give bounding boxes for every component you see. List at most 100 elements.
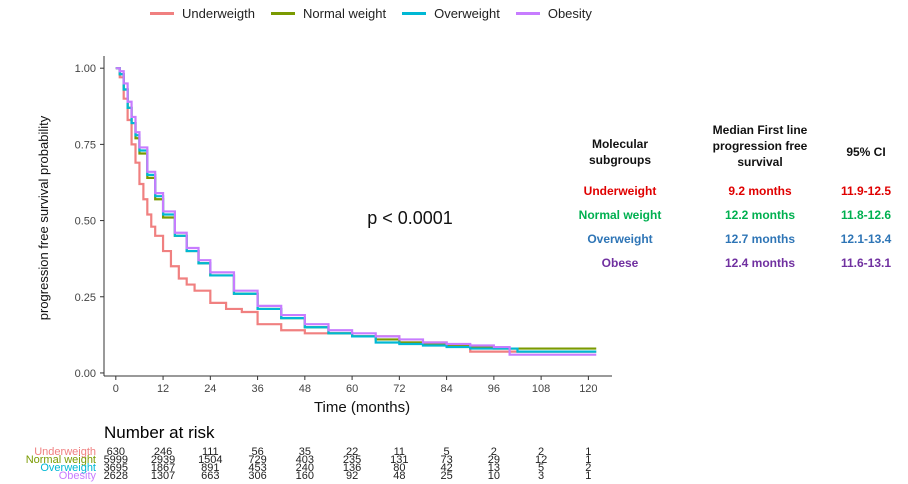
risk-cell: 3: [538, 470, 545, 482]
curve-normal-weight: [115, 67, 597, 350]
stats-cell-group: Overweight: [587, 232, 653, 246]
risk-cell: 891: [201, 462, 220, 474]
risk-cell: 2628: [103, 470, 129, 482]
risk-cell: 1307: [150, 470, 176, 482]
risk-cell: 663: [201, 470, 220, 482]
survival-curves: [115, 67, 597, 356]
risk-cell: 246: [153, 446, 173, 458]
x-tick-label: 108: [532, 383, 550, 395]
risk-cell: 235: [342, 454, 362, 466]
y-tick-label: 1.00: [75, 63, 96, 75]
risk-cell: 160: [295, 470, 314, 482]
legend-label: Overweight: [434, 6, 500, 21]
p-value-annotation: p < 0.0001: [367, 208, 453, 228]
risk-cell: 35: [298, 446, 311, 458]
risk-cell: 306: [248, 470, 267, 482]
risk-cell: 1504: [198, 454, 223, 466]
risk-cell: 48: [393, 470, 406, 482]
stats-cell-group: Underweight: [583, 184, 657, 198]
risk-row-label: Overweight: [40, 462, 96, 474]
y-tick-label: 0.00: [75, 368, 96, 380]
risk-cell: 5: [443, 446, 450, 458]
risk-cell: 12: [534, 454, 548, 466]
legend-swatch: [402, 12, 427, 15]
risk-cell: 56: [251, 446, 264, 458]
curve-underweigth: [115, 67, 597, 353]
risk-cell: 25: [440, 470, 453, 482]
chart-legend: Underweigth Normal weight Overweight Obesit…: [150, 6, 608, 21]
risk-cell: 10: [487, 470, 500, 482]
x-tick-label: 12: [157, 383, 169, 395]
stats-cell-median: 12.4 months: [724, 256, 796, 270]
y-axis-label: progression free survival probability: [36, 115, 51, 320]
x-tick-label: 24: [204, 383, 216, 395]
risk-cell: 2: [538, 446, 545, 458]
y-tick-label: 0.50: [75, 216, 96, 228]
risk-cell: 1: [585, 446, 592, 458]
risk-cell: 2: [490, 446, 497, 458]
risk-cell: 1: [585, 454, 592, 466]
risk-cell: 29: [487, 454, 500, 466]
stats-cell-median: 12.2 months: [724, 208, 796, 222]
risk-row-label: Obesity: [58, 470, 96, 482]
x-tick-label: 0: [113, 383, 119, 395]
stats-cell-ci: 12.1-13.4: [840, 232, 892, 246]
stats-cell-ci: 11.6-13.1: [840, 256, 892, 270]
risk-cell: 5999: [103, 454, 129, 466]
risk-cell: 22: [345, 446, 359, 458]
risk-row-label: Normal weight: [25, 454, 96, 466]
x-tick-label: 84: [440, 383, 452, 395]
legend-item: Obesity: [515, 6, 592, 21]
risk-cell: 92: [345, 470, 359, 482]
risk-cell: 403: [295, 454, 314, 466]
risk-cell: 42: [440, 462, 453, 474]
x-tick-label: 36: [251, 383, 263, 395]
stats-cell-group: Normal weight: [578, 208, 662, 222]
risk-cell: 5: [538, 462, 545, 474]
risk-cell: 729: [248, 454, 267, 466]
x-tick-group: 0 12 24 36 48 60 72 84 96 108 120: [113, 376, 598, 395]
legend-item: Normal weight: [271, 6, 386, 21]
stats-header-median: Median First line progression free survi…: [712, 123, 808, 169]
x-tick-label: 48: [299, 383, 311, 395]
risk-cell: 11: [393, 446, 406, 458]
stats-cell-median: 12.7 months: [724, 232, 796, 246]
risk-cell: 73: [440, 454, 453, 466]
risk-cell: 111: [201, 446, 219, 458]
legend-label: Normal weight: [303, 6, 387, 21]
legend-swatch: [271, 12, 295, 15]
risk-cell: 13: [487, 462, 500, 474]
risk-cell: 1867: [150, 462, 176, 474]
y-tick-group: 0.00 0.25 0.50 0.75 1.00: [75, 63, 104, 380]
risk-cell: 2: [585, 462, 592, 474]
stats-cell-ci: 11.9-12.5: [840, 184, 892, 198]
legend-label: Obesity: [547, 6, 592, 21]
risk-cell: 136: [342, 462, 362, 474]
curve-overweight: [115, 67, 597, 353]
curve-obesity: [115, 67, 597, 356]
legend-item: Overweight: [402, 6, 500, 21]
x-tick-label: 120: [579, 383, 597, 395]
y-tick-label: 0.75: [75, 139, 96, 151]
stats-header-ci: 95% CI: [846, 145, 886, 159]
stats-cell-median: 9.2 months: [728, 184, 792, 198]
risk-cell: 3695: [103, 462, 129, 474]
risk-table-title: Number at risk: [104, 423, 215, 442]
risk-row-label: Underweigth: [34, 446, 96, 458]
x-tick-label: 72: [393, 383, 405, 395]
risk-cell: 630: [106, 446, 125, 458]
legend-swatch: [150, 12, 174, 15]
risk-cell: 80: [393, 462, 406, 474]
chart-axes: [103, 56, 612, 377]
stats-header-group: Molecular subgroups: [589, 137, 651, 167]
stats-cell-ci: 11.8-12.6: [840, 208, 892, 222]
stats-cell-group: Obese: [601, 256, 639, 270]
risk-cell: 2939: [150, 454, 176, 466]
risk-cell: 1: [585, 470, 592, 482]
risk-cell: 240: [295, 462, 314, 474]
risk-cell: 131: [390, 454, 409, 466]
y-tick-label: 0.25: [75, 292, 96, 304]
x-tick-label: 96: [488, 383, 500, 395]
legend-item: Underweigth: [150, 6, 255, 21]
